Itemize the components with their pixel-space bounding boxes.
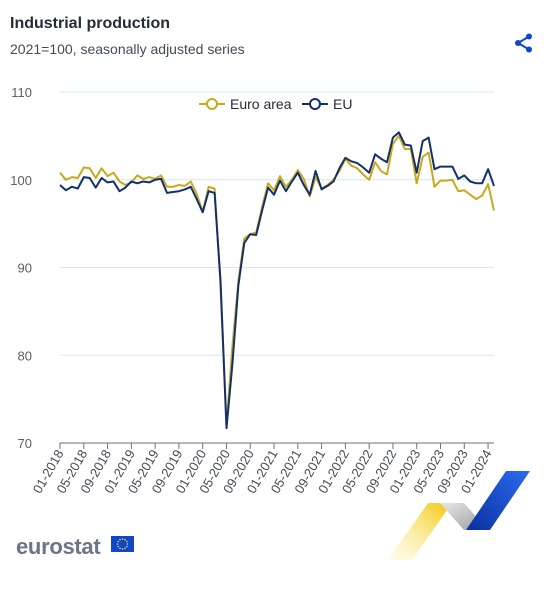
legend-label: EU	[333, 96, 352, 112]
legend-marker	[309, 98, 321, 110]
y-tick-label: 100	[10, 173, 32, 188]
series-lines	[59, 131, 495, 430]
y-tick-label: 70	[18, 436, 32, 451]
legend-item-eu[interactable]: EU	[302, 96, 352, 112]
decorative-ribbon	[388, 471, 530, 560]
share-icon[interactable]	[513, 32, 535, 54]
legend-item-euro-area[interactable]: Euro area	[199, 96, 292, 112]
legend-label: Euro area	[230, 96, 292, 112]
eu-flag-icon	[111, 536, 134, 552]
series-line-eu[interactable]	[59, 131, 495, 430]
grid-lines	[60, 91, 494, 356]
legend-marker	[206, 98, 218, 110]
eurostat-logo: eurostat	[16, 534, 101, 559]
y-tick-label: 110	[11, 85, 32, 100]
y-axis-ticks: 70 80 90 100 110	[10, 85, 32, 451]
legend: Euro area EU	[199, 96, 352, 112]
chart-title: Industrial production	[10, 15, 170, 32]
y-tick-label: 80	[18, 348, 32, 363]
y-tick-label: 90	[18, 261, 32, 276]
chart-subtitle: 2021=100, seasonally adjusted series	[10, 41, 245, 57]
